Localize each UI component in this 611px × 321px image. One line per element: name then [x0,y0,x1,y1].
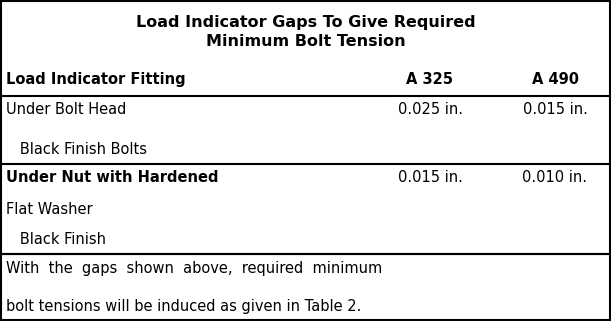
Text: 0.025 in.: 0.025 in. [398,102,463,117]
Text: 0.010 in.: 0.010 in. [522,170,588,186]
Text: With  the  gaps  shown  above,  required  minimum: With the gaps shown above, required mini… [6,261,382,275]
Text: Black Finish: Black Finish [6,232,106,247]
Text: A 325: A 325 [406,72,453,87]
Text: Flat Washer: Flat Washer [6,202,93,216]
Text: Under Bolt Head: Under Bolt Head [6,102,126,117]
Text: 0.015 in.: 0.015 in. [522,102,587,117]
Text: 0.015 in.: 0.015 in. [398,170,463,186]
Text: Load Indicator Gaps To Give Required
Minimum Bolt Tension: Load Indicator Gaps To Give Required Min… [136,14,475,49]
Text: Load Indicator Fitting: Load Indicator Fitting [6,72,186,87]
Text: Black Finish Bolts: Black Finish Bolts [6,143,147,158]
Text: bolt tensions will be induced as given in Table 2.: bolt tensions will be induced as given i… [6,299,361,314]
Text: A 490: A 490 [532,72,579,87]
Text: Under Nut with Hardened: Under Nut with Hardened [6,170,219,186]
